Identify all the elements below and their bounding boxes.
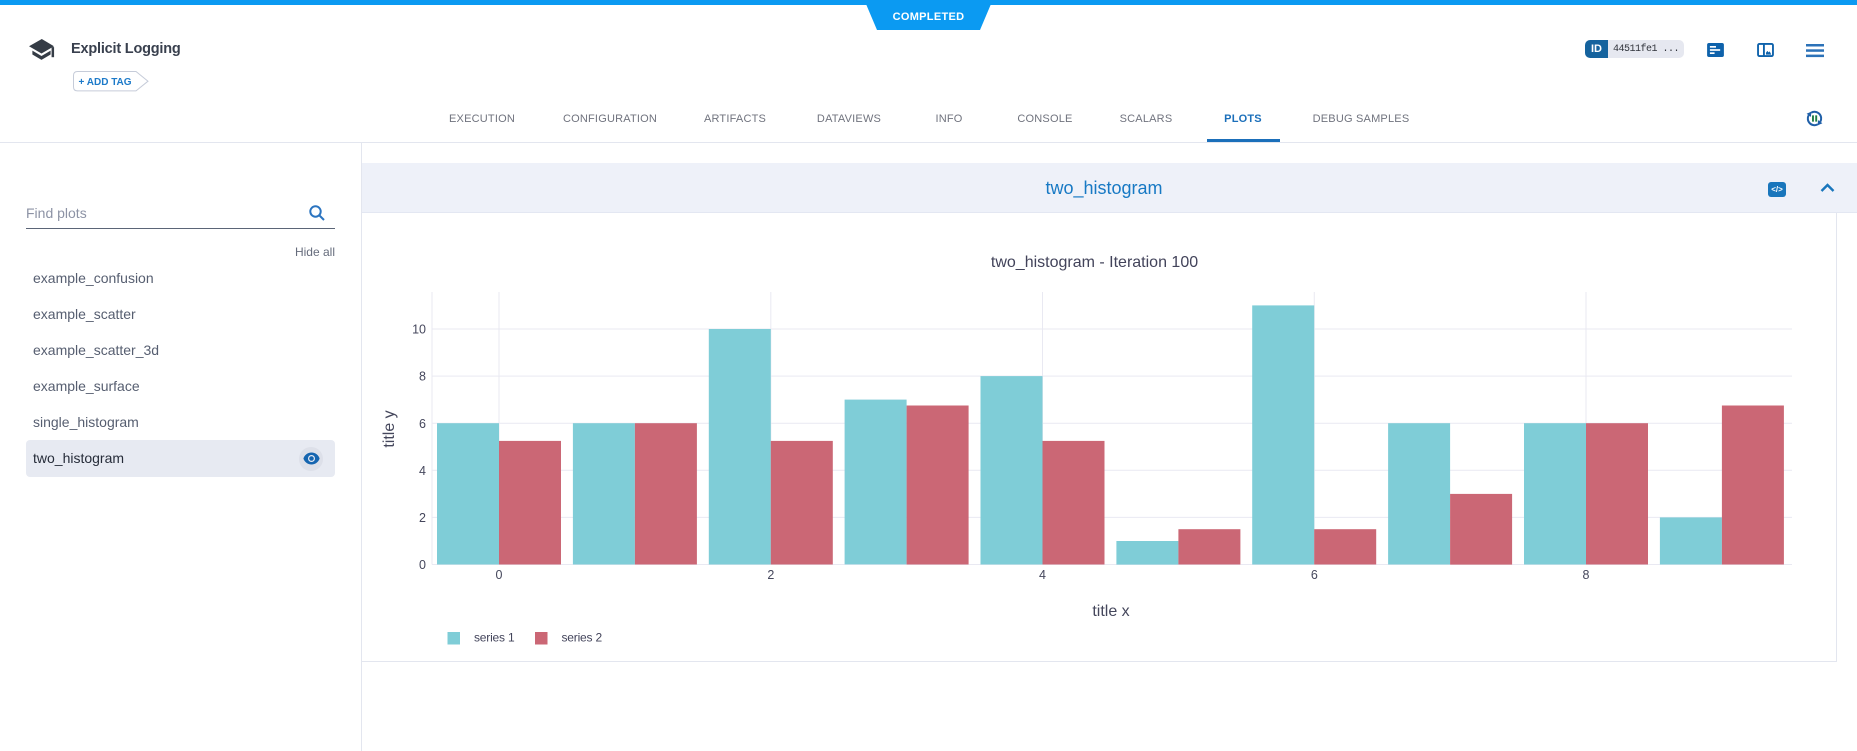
svg-text:title y: title y	[381, 410, 398, 447]
svg-text:8: 8	[1583, 568, 1590, 582]
svg-text:2: 2	[419, 511, 426, 525]
svg-text:0: 0	[419, 558, 426, 572]
svg-text:6: 6	[1311, 568, 1318, 582]
svg-text:4: 4	[419, 464, 426, 478]
svg-text:title x: title x	[1092, 603, 1129, 620]
svg-text:0: 0	[496, 568, 503, 582]
svg-text:10: 10	[412, 323, 426, 337]
svg-text:6: 6	[419, 417, 426, 431]
svg-text:+ ADD TAG: + ADD TAG	[79, 77, 132, 88]
svg-text:two_histogram - Iteration 100: two_histogram - Iteration 100	[991, 254, 1198, 271]
svg-text:series 1: series 1	[474, 631, 515, 645]
svg-text:8: 8	[419, 370, 426, 384]
svg-text:4: 4	[1039, 568, 1046, 582]
svg-text:series 2: series 2	[562, 631, 603, 645]
svg-text:2: 2	[767, 568, 774, 582]
